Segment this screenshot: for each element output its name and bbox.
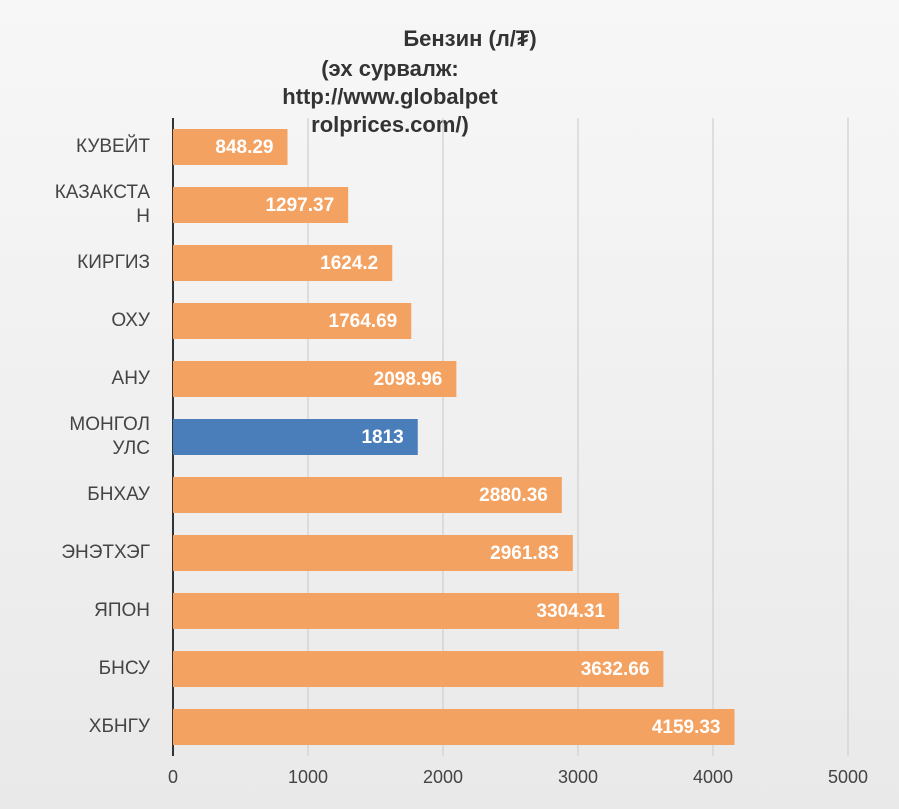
text-line: (эх сурвалж: [321, 56, 459, 81]
bar [173, 361, 457, 397]
data-label: 2098.96 [374, 369, 443, 390]
y-tick-label: КИРГИЗ [77, 252, 150, 273]
bar [173, 593, 620, 629]
x-tick-label: 3000 [558, 767, 598, 787]
text-line: КАЗАКСТА [55, 182, 151, 203]
bar [173, 477, 562, 513]
y-tick-label: БНХАУ [87, 484, 151, 505]
data-label: 2880.36 [479, 485, 548, 506]
x-tick-label: 5000 [828, 767, 868, 787]
bar [173, 187, 349, 223]
y-tick-label: КАЗАКСТА Н [55, 182, 151, 227]
text-line: УЛС [112, 438, 150, 459]
y-tick-label: КУВЕЙТ [76, 135, 150, 157]
y-tick-label: БНСУ [99, 658, 151, 679]
y-tick-label: ЯПОН [94, 600, 150, 621]
text-line: ОХУ [111, 310, 151, 331]
data-label: 1813 [361, 427, 403, 448]
x-tick-label: 4000 [693, 767, 733, 787]
chart-title: Бензин (л/₮) [403, 26, 536, 51]
bar [173, 419, 418, 455]
chart-subtitle: (эх сурвалж: http://www.globalpet rolprice… [282, 56, 498, 137]
bar [173, 651, 664, 687]
y-tick-label: ОХУ [111, 310, 151, 331]
bar [173, 709, 735, 745]
data-label: 3632.66 [581, 659, 650, 680]
text-line: БНХАУ [87, 484, 151, 505]
text-line: rolprices.com/) [311, 112, 469, 137]
data-label: 4159.33 [652, 717, 721, 738]
text-line: АНУ [112, 368, 151, 389]
text-line: ЯПОН [94, 600, 150, 621]
bar [173, 303, 412, 339]
text-line: ЭНЭТХЭГ [61, 542, 150, 563]
x-tick-label: 2000 [423, 767, 463, 787]
bar [173, 245, 393, 281]
data-label: 848.29 [215, 137, 273, 158]
text-line: МОНГОЛ [69, 414, 150, 435]
x-tick-label: 0 [168, 767, 178, 787]
text-line: Н [136, 206, 150, 227]
text-line: БНСУ [99, 658, 151, 679]
text-line: КУВЕЙТ [76, 135, 150, 157]
text-line: КИРГИЗ [77, 252, 150, 273]
data-label: 3304.31 [536, 601, 605, 622]
data-label: 1764.69 [329, 311, 398, 332]
y-tick-label: МОНГОЛ УЛС [69, 414, 150, 459]
x-tick-label: 1000 [288, 767, 328, 787]
bar [173, 535, 573, 571]
text-line: ХБНГУ [89, 716, 151, 737]
text-line: http://www.globalpet [282, 84, 498, 109]
data-label: 1297.37 [265, 195, 334, 216]
bar [173, 129, 288, 165]
data-label: 1624.2 [320, 253, 378, 274]
y-tick-label: АНУ [112, 368, 151, 389]
y-tick-label: ХБНГУ [89, 716, 151, 737]
y-tick-label: ЭНЭТХЭГ [61, 542, 150, 563]
data-label: 2961.83 [490, 543, 559, 564]
